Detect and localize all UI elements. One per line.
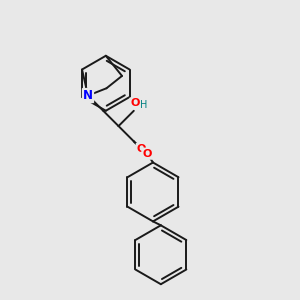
Text: O: O (130, 98, 140, 108)
Text: N: N (83, 89, 93, 102)
Text: H: H (140, 100, 147, 110)
Text: O: O (137, 144, 146, 154)
Text: O: O (142, 149, 152, 159)
